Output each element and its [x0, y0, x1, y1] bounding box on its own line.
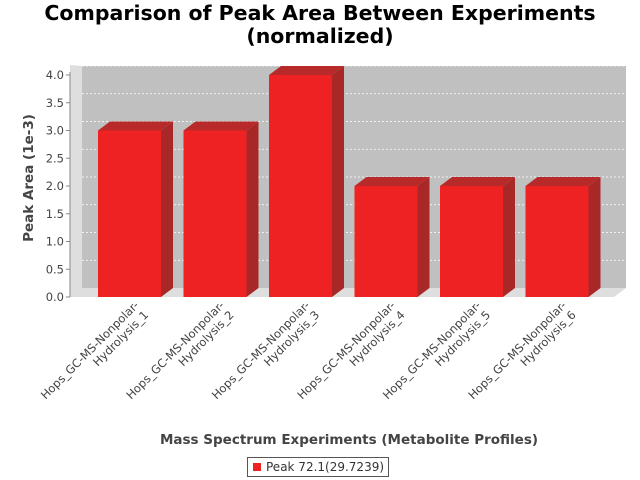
bar-side	[417, 177, 430, 297]
bar-top	[354, 177, 430, 186]
bar-side	[161, 121, 173, 297]
x-axis-label: Mass Spectrum Experiments (Metabolite Pr…	[160, 432, 538, 448]
bar-side	[246, 121, 259, 297]
x-tick-label-line: Hops_GC-MS-Nonpolar-	[38, 298, 142, 402]
y-tick-label: 0.5	[46, 262, 64, 276]
bar-side	[588, 177, 601, 297]
bar-top	[98, 121, 173, 131]
y-tick-label: 1.0	[46, 235, 64, 249]
bar	[440, 186, 503, 297]
chart-title-line2: (normalized)	[246, 24, 394, 48]
bar-top	[183, 121, 259, 131]
y-tick-label: 2.0	[46, 179, 64, 193]
legend-label: Peak 72.1(29.7239)	[266, 460, 385, 474]
legend: Peak 72.1(29.7239)	[247, 457, 390, 477]
bar	[183, 130, 247, 297]
bar-top	[440, 177, 515, 186]
chart-title: Comparison of Peak Area Between Experime…	[0, 2, 640, 48]
y-tick-label: 4.0	[46, 68, 64, 82]
bar	[269, 75, 332, 297]
y-tick-label: 0.0	[46, 290, 64, 304]
chart-title-line1: Comparison of Peak Area Between Experime…	[44, 1, 596, 25]
y-tick-label: 3.0	[46, 124, 64, 138]
bar	[525, 186, 589, 297]
legend-swatch	[253, 463, 261, 471]
y-tick-label: 2.5	[46, 151, 64, 165]
left-wall	[70, 65, 82, 297]
y-axis-label: Peak Area (1e-3)	[21, 114, 37, 242]
bar	[98, 130, 161, 297]
bar-top	[269, 66, 344, 75]
bar-side	[503, 177, 515, 297]
bar-side	[332, 66, 344, 297]
y-tick-label: 1.5	[46, 207, 64, 221]
bar	[354, 186, 418, 297]
bar-top	[525, 177, 601, 186]
y-tick-label: 3.5	[46, 96, 64, 110]
